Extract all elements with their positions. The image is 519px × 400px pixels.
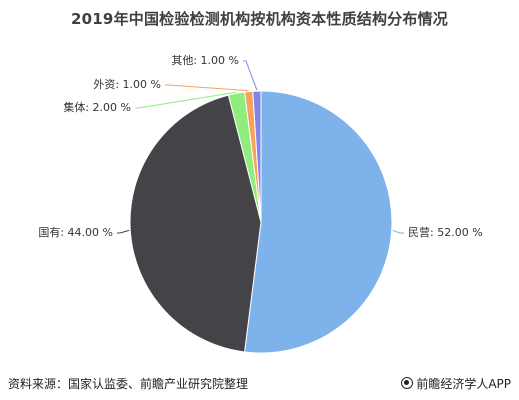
connector-line-2 (117, 229, 130, 234)
brand-logo-icon (401, 377, 414, 389)
connector-line-1 (392, 229, 404, 234)
pie-slices (129, 90, 393, 354)
pie-slice-2[interactable] (129, 94, 262, 353)
brand-footer: 前瞻经济学人APP (401, 375, 511, 392)
slice-labels: 民营: 52.00 % 国有: 44.00 % 集体: 2.00 % 外资: 1.00… (38, 54, 482, 239)
slice-label-5: 其他: 1.00 % (171, 54, 239, 67)
slice-label-1: 民营: 52.00 % (408, 225, 483, 239)
connector-line-4 (165, 84, 249, 92)
slice-label-3: 集体: 2.00 % (63, 100, 131, 114)
connector-line-3 (135, 91, 237, 109)
connector-line-5 (243, 60, 258, 91)
chart-title: 2019年中国检验检测机构按机构资本性质结构分布情况 (71, 10, 448, 28)
label-connectors (117, 60, 404, 234)
slice-label-4: 外资: 1.00 % (93, 78, 161, 91)
slice-label-2: 国有: 44.00 % (38, 225, 113, 239)
pie-slice-5[interactable] (252, 90, 262, 223)
pie-slice-1[interactable] (244, 90, 393, 354)
brand-name: 前瞻经济学人APP (416, 377, 511, 391)
source-note: 资料来源：国家认监委、前瞻产业研究院整理 (8, 377, 249, 391)
